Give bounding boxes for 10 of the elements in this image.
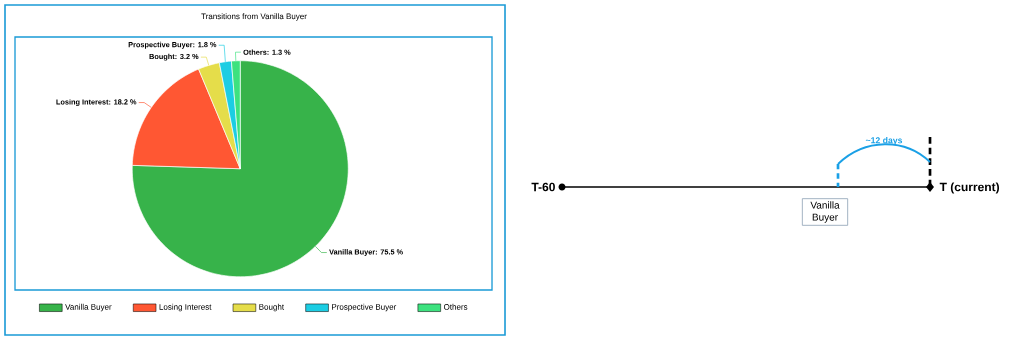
chart-title: Transitions from Vanilla Buyer: [201, 13, 307, 21]
legend-label: Vanilla Buyer: [65, 303, 112, 312]
text: T (current): [939, 182, 1000, 194]
text: T-60: [531, 182, 555, 192]
legend-label: Others: [443, 303, 468, 310]
legend-label: Prospective Buyer: [332, 303, 397, 312]
legend-label: Bought: [259, 303, 285, 312]
legend-label: Losing Interest: [159, 303, 212, 312]
text: ~12 days: [865, 136, 903, 146]
text: Vanilla Buyer: [810, 201, 840, 223]
